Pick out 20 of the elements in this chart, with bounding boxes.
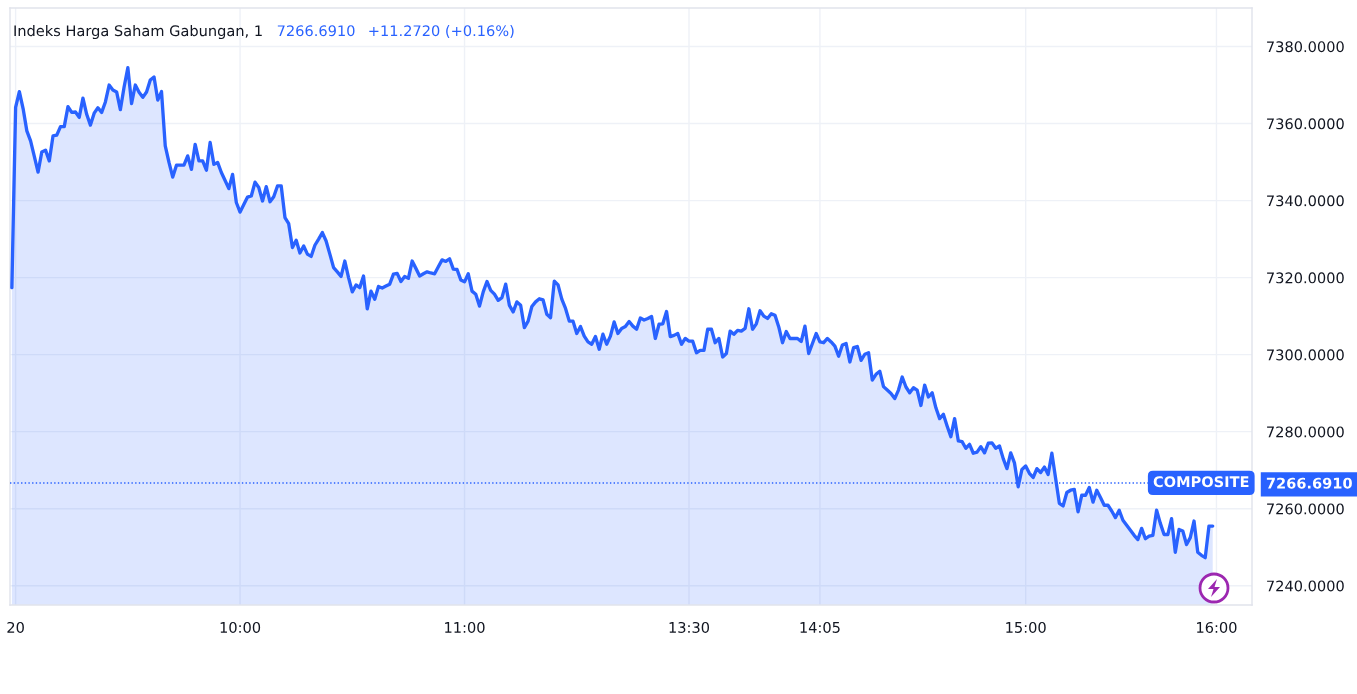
annotation: +11.2720 (+0.16%): [369, 24, 514, 38]
x-tick-label: 14:05: [800, 621, 840, 633]
y-tick-label: 7260.0000: [1267, 503, 1344, 515]
y-tick-label: 7320.0000: [1267, 272, 1344, 284]
y-tick-label: 7300.0000: [1267, 349, 1344, 361]
y-tick-label: 7340.0000: [1267, 195, 1344, 207]
y-tick-label: 7280.0000: [1267, 426, 1344, 438]
y-tick-label: 7240.0000: [1267, 580, 1344, 592]
x-tick-label: 20: [7, 621, 24, 633]
x-tick-label: 13:30: [669, 621, 710, 633]
x-tick-label: 16:00: [1197, 621, 1237, 633]
x-tick-label: 11:00: [445, 621, 485, 633]
x-tick-label: 10:00: [220, 621, 261, 633]
ref-line-label: COMPOSITE: [1153, 476, 1249, 488]
annotation: 7266.6910: [277, 25, 355, 37]
x-tick-label: 15:00: [1006, 621, 1046, 633]
text: Indeks Harga Saham Gabungan, 1: [14, 24, 262, 40]
y-tick-label: 7266.6910: [1266, 477, 1352, 489]
y-tick-label: 7380.0000: [1267, 41, 1344, 53]
y-tick-label: 7360.0000: [1267, 118, 1344, 130]
